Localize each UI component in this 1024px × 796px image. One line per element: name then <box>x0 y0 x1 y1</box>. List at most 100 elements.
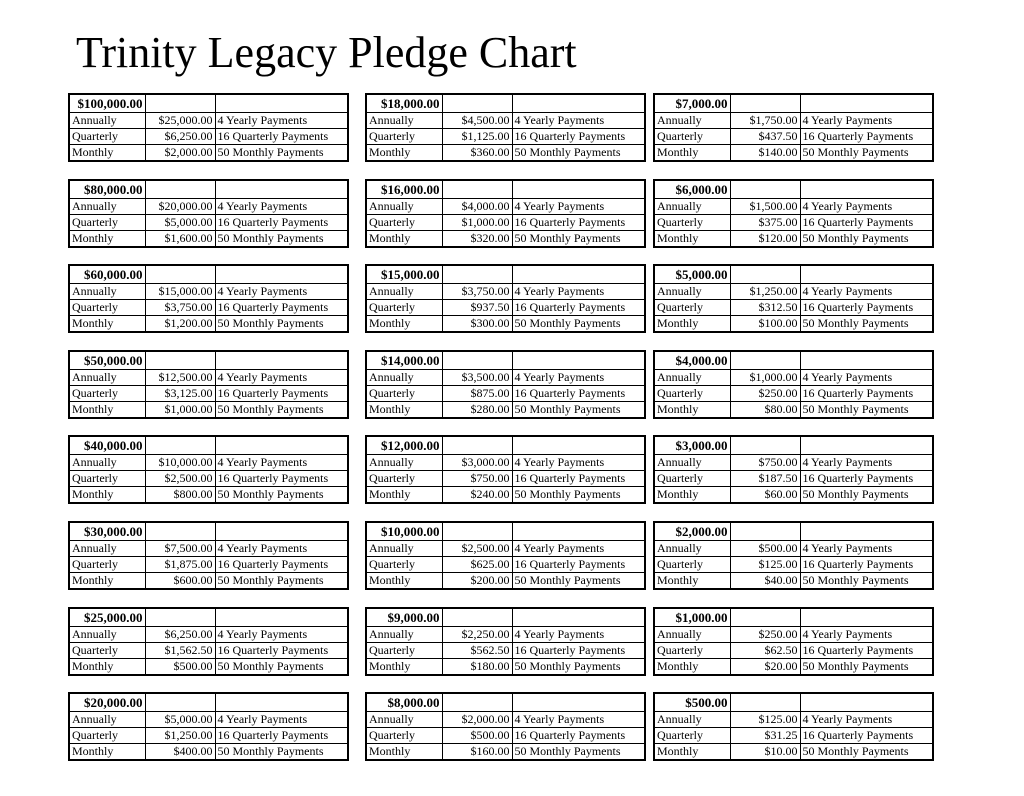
frequency-label: Annually <box>653 368 731 386</box>
payment-count-label: 16 Quarterly Payments <box>214 470 349 488</box>
empty-cell <box>214 692 349 713</box>
table-row: Annually $3,750.00 4 Yearly Payments <box>365 283 646 301</box>
payment-count-label: 4 Yearly Payments <box>799 112 934 129</box>
payment-count-label: 4 Yearly Payments <box>214 368 349 386</box>
table-row: Annually $1,750.00 4 Yearly Payments <box>653 112 934 129</box>
table-row: Annually $1,500.00 4 Yearly Payments <box>653 197 934 215</box>
pledge-table: $30,000.00 Annually $7,500.00 4 Yearly Paym… <box>68 521 349 590</box>
table-row: Annually $7,500.00 4 Yearly Payments <box>68 540 349 557</box>
payment-count-label: 50 Monthly Payments <box>214 743 349 761</box>
frequency-label: Monthly <box>653 743 731 761</box>
empty-cell <box>799 264 934 285</box>
pledge-amount: $50,000.00 <box>68 350 146 370</box>
empty-cell <box>441 435 513 456</box>
payment-count-label: 16 Quarterly Payments <box>799 556 934 573</box>
payment-amount: $125.00 <box>729 556 801 573</box>
payment-amount: $800.00 <box>144 486 216 504</box>
pledge-header-row: $8,000.00 <box>365 692 646 713</box>
pledge-amount: $7,000.00 <box>653 93 731 113</box>
payment-count-label: 50 Monthly Payments <box>511 400 646 419</box>
payment-amount: $12,500.00 <box>144 368 216 386</box>
payment-amount: $1,750.00 <box>729 112 801 129</box>
payment-count-label: 50 Monthly Payments <box>214 315 349 333</box>
frequency-label: Quarterly <box>653 470 731 488</box>
pledge-header-row: $2,000.00 <box>653 521 934 541</box>
payment-amount: $437.50 <box>729 128 801 145</box>
table-row: Quarterly $62.50 16 Quarterly Payments <box>653 641 934 659</box>
payment-amount: $160.00 <box>441 743 513 761</box>
table-row: Quarterly $750.00 16 Quarterly Payments <box>365 470 646 488</box>
pledge-table: $80,000.00 Annually $20,000.00 4 Yearly Pay… <box>68 178 349 248</box>
payment-count-label: 4 Yearly Payments <box>511 368 646 386</box>
frequency-label: Quarterly <box>365 213 443 231</box>
payment-count-label: 4 Yearly Payments <box>214 454 349 472</box>
frequency-label: Quarterly <box>365 727 443 745</box>
pledge-amount: $2,000.00 <box>653 521 731 541</box>
pledge-amount: $16,000.00 <box>365 179 443 199</box>
payment-count-label: 16 Quarterly Payments <box>214 299 349 317</box>
frequency-label: Monthly <box>68 572 146 590</box>
frequency-label: Monthly <box>365 572 443 590</box>
table-row: Monthly $20.00 50 Monthly Payments <box>653 657 934 676</box>
payment-count-label: 16 Quarterly Payments <box>799 299 934 317</box>
frequency-label: Monthly <box>68 486 146 504</box>
frequency-label: Quarterly <box>68 384 146 402</box>
empty-cell <box>144 179 216 199</box>
payment-amount: $250.00 <box>729 384 801 402</box>
empty-cell <box>214 179 349 199</box>
pledge-amount: $9,000.00 <box>365 607 443 627</box>
frequency-label: Quarterly <box>653 556 731 573</box>
pledge-table: $9,000.00 Annually $2,250.00 4 Yearly Payme… <box>365 606 646 676</box>
pledge-amount: $500.00 <box>653 692 731 713</box>
pledge-amount: $40,000.00 <box>68 435 146 456</box>
frequency-label: Monthly <box>68 657 146 676</box>
payment-count-label: 50 Monthly Payments <box>214 486 349 504</box>
table-row: Monthly $160.00 50 Monthly Payments <box>365 743 646 761</box>
table-row: Monthly $200.00 50 Monthly Payments <box>365 572 646 590</box>
table-row: Monthly $800.00 50 Monthly Payments <box>68 486 349 504</box>
payment-amount: $10,000.00 <box>144 454 216 472</box>
frequency-label: Monthly <box>68 400 146 419</box>
frequency-label: Monthly <box>653 657 731 676</box>
empty-cell <box>799 521 934 541</box>
table-row: Quarterly $500.00 16 Quarterly Payments <box>365 727 646 745</box>
table-row: Quarterly $5,000.00 16 Quarterly Payments <box>68 213 349 231</box>
pledge-amount: $20,000.00 <box>68 692 146 713</box>
frequency-label: Monthly <box>365 229 443 248</box>
frequency-label: Monthly <box>365 144 443 162</box>
frequency-label: Annually <box>653 197 731 215</box>
payment-amount: $3,125.00 <box>144 384 216 402</box>
payment-count-label: 4 Yearly Payments <box>799 625 934 643</box>
payment-count-label: 4 Yearly Payments <box>799 368 934 386</box>
payment-count-label: 50 Monthly Payments <box>799 743 934 761</box>
payment-count-label: 50 Monthly Payments <box>214 657 349 676</box>
pledge-table: $60,000.00 Annually $15,000.00 4 Yearly Pay… <box>68 264 349 334</box>
payment-count-label: 16 Quarterly Payments <box>799 470 934 488</box>
payment-amount: $1,562.50 <box>144 641 216 659</box>
frequency-label: Annually <box>68 112 146 129</box>
pledge-table: $4,000.00 Annually $1,000.00 4 Yearly Payme… <box>653 349 934 419</box>
pledge-amount: $30,000.00 <box>68 521 146 541</box>
empty-cell <box>511 179 646 199</box>
payment-count-label: 50 Monthly Payments <box>511 743 646 761</box>
frequency-label: Quarterly <box>365 470 443 488</box>
frequency-label: Quarterly <box>653 727 731 745</box>
empty-cell <box>441 692 513 713</box>
payment-amount: $320.00 <box>441 229 513 248</box>
table-row: Monthly $300.00 50 Monthly Payments <box>365 315 646 333</box>
payment-amount: $300.00 <box>441 315 513 333</box>
pledge-amount: $14,000.00 <box>365 350 443 370</box>
table-row: Quarterly $187.50 16 Quarterly Payments <box>653 470 934 488</box>
table-row: Quarterly $312.50 16 Quarterly Payments <box>653 299 934 317</box>
payment-amount: $400.00 <box>144 743 216 761</box>
pledge-table: $20,000.00 Annually $5,000.00 4 Yearly Paym… <box>68 692 349 762</box>
payment-count-label: 50 Monthly Payments <box>511 144 646 162</box>
table-row: Annually $1,250.00 4 Yearly Payments <box>653 283 934 301</box>
empty-cell <box>214 264 349 285</box>
payment-amount: $140.00 <box>729 144 801 162</box>
payment-amount: $31.25 <box>729 727 801 745</box>
empty-cell <box>799 93 934 113</box>
payment-amount: $5,000.00 <box>144 213 216 231</box>
frequency-label: Monthly <box>365 743 443 761</box>
payment-count-label: 4 Yearly Payments <box>511 625 646 643</box>
